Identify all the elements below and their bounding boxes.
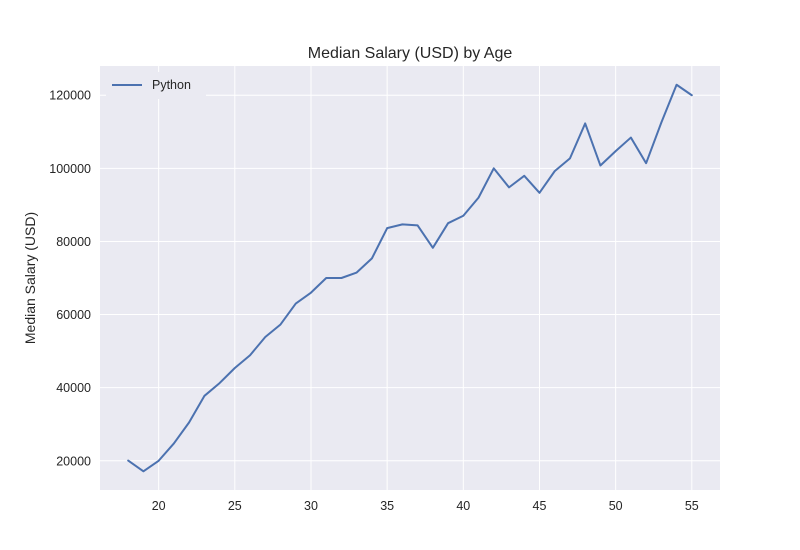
x-tick-label: 55 — [685, 499, 699, 513]
chart-title: Median Salary (USD) by Age — [308, 45, 513, 62]
y-tick-label: 100000 — [49, 162, 91, 176]
y-axis-label: Median Salary (USD) — [22, 212, 38, 344]
series-line-python — [127, 83, 693, 473]
legend-box — [106, 72, 206, 99]
y-tick-label: 120000 — [49, 89, 91, 103]
series-lines — [127, 83, 693, 473]
x-tick-label: 50 — [609, 499, 623, 513]
y-tick-label: 60000 — [56, 308, 91, 322]
x-tick-label: 20 — [152, 499, 166, 513]
y-tick-label: 20000 — [56, 454, 91, 468]
x-tick-label: 35 — [380, 499, 394, 513]
x-tick-label: 25 — [228, 499, 242, 513]
grid-lines — [100, 66, 720, 490]
y-tick-label: 80000 — [56, 235, 91, 249]
x-tick-label: 40 — [456, 499, 470, 513]
legend: Python — [106, 72, 206, 99]
x-tick-label: 30 — [304, 499, 318, 513]
x-tick-label: 45 — [533, 499, 547, 513]
plot-area — [100, 66, 720, 490]
y-axis-ticks: 20000 40000 60000 80000 100000 120000 — [49, 89, 91, 469]
x-axis-ticks: 20 25 30 35 40 45 50 55 — [152, 499, 699, 513]
y-tick-label: 40000 — [56, 381, 91, 395]
legend-label-python: Python — [152, 78, 191, 92]
